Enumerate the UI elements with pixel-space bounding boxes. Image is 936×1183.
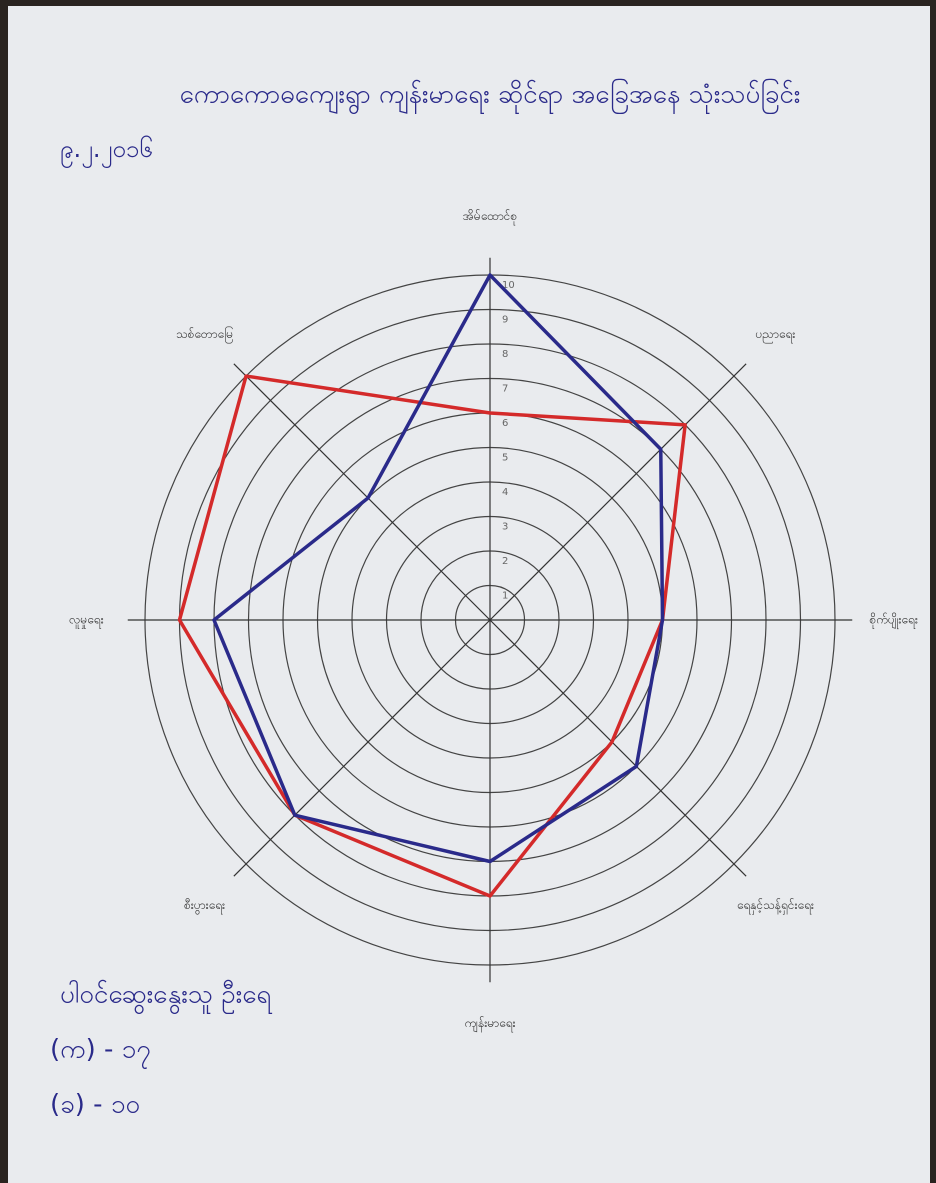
r-tick-label: 2 — [502, 556, 508, 567]
annotation: (က) - ၁၇ — [50, 1035, 151, 1070]
chart-subtitle: ၉.၂.၂၀၁၆ — [60, 134, 153, 168]
annotation: ပါဝင်ဆွေးနွေးသူ ဦးရေ — [60, 979, 273, 1015]
r-tick-label: 5 — [502, 453, 508, 464]
chart-title: ကောကောဓကျေးရွာ ကျန်းမာရေး ဆိုင်ရာ အခြေအန… — [180, 77, 801, 115]
chart: ကောကောဓကျေးရွာ ကျန်းမာရေး ဆိုင်ရာ အခြေအန… — [0, 0, 936, 1183]
annotation: (ခ) - ၁၀ — [50, 1090, 140, 1120]
r-tick-label: 4 — [502, 487, 508, 498]
r-tick-label: 6 — [502, 418, 508, 429]
r-tick-label: 1 — [502, 591, 508, 602]
r-tick-label: 3 — [502, 522, 508, 533]
r-tick-label: 7 — [502, 384, 508, 395]
r-tick-label: 8 — [502, 349, 508, 360]
r-tick-label: 9 — [502, 315, 508, 326]
